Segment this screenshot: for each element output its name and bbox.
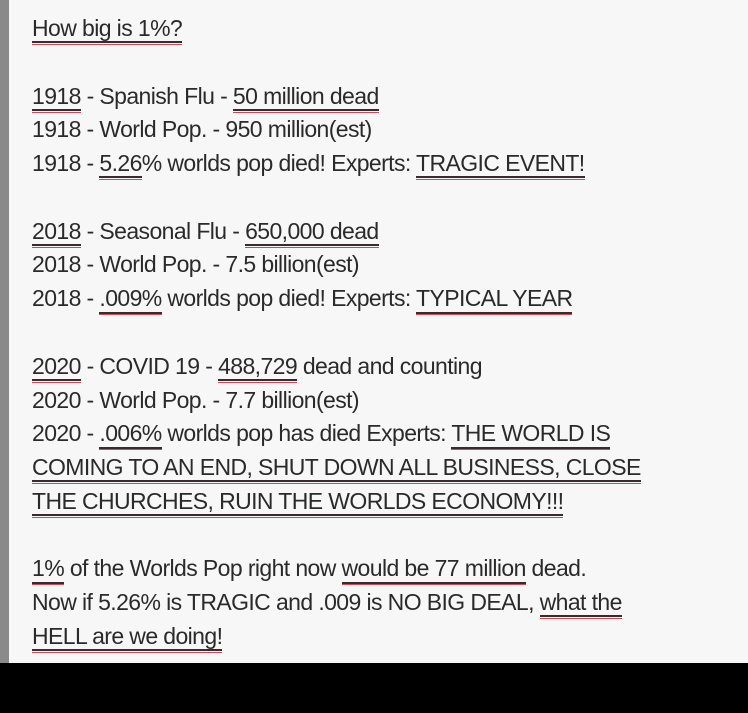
underlined-text: 650,000 dead bbox=[245, 217, 379, 250]
text-line: 2018 - World Pop. - 7.5 billion(est) bbox=[32, 248, 641, 282]
text-line: 1918 - Spanish Flu - 50 million dead bbox=[32, 80, 641, 114]
text-line: HELL are we doing! bbox=[32, 620, 641, 654]
blank-line bbox=[32, 316, 641, 350]
underlined-text: How big is 1%? bbox=[32, 15, 183, 47]
text-segment: 2020 - World Pop. - 7.7 billion(est) bbox=[32, 386, 360, 413]
underlined-text: 2018 bbox=[32, 217, 81, 250]
text-line: 2020 - World Pop. - 7.7 billion(est) bbox=[32, 384, 641, 418]
text-line: 2020 - .006% worlds pop has died Experts… bbox=[32, 417, 641, 451]
underlined-text: 488,729 bbox=[218, 352, 298, 385]
text-segment: 1918 - bbox=[32, 150, 100, 177]
text-body: How big is 1%? 1918 - Spanish Flu - 50 mi… bbox=[32, 12, 641, 653]
text-line: 1918 - World Pop. - 950 million(est) bbox=[32, 113, 641, 147]
blank-line bbox=[32, 518, 641, 552]
text-segment: - Seasonal Flu - bbox=[80, 217, 246, 244]
underlined-text: THE CHURCHES, RUIN THE WORLDS ECONOMY!!! bbox=[32, 487, 564, 520]
text-segment: % worlds pop died! Experts: bbox=[141, 150, 417, 177]
underlined-text: 2020 bbox=[32, 352, 81, 385]
text-line: Now if 5.26% is TRAGIC and .009 is NO BI… bbox=[32, 586, 641, 620]
text-segment: dead. bbox=[525, 555, 587, 582]
underlined-text: .006% bbox=[99, 420, 162, 452]
underlined-text: TYPICAL YEAR bbox=[416, 285, 573, 317]
underlined-text: .009% bbox=[99, 285, 162, 317]
underlined-text: 1918 bbox=[32, 82, 81, 115]
underlined-text: THE WORLD IS bbox=[451, 420, 611, 452]
text-segment: worlds pop has died Experts: bbox=[161, 420, 452, 447]
blank-line bbox=[32, 46, 641, 80]
left-edge-strip bbox=[0, 0, 9, 663]
text-segment: dead and counting bbox=[297, 352, 483, 379]
underlined-text: TRAGIC EVENT! bbox=[416, 150, 585, 182]
heading-line: How big is 1%? bbox=[32, 12, 641, 46]
text-segment: of the Worlds Pop right now bbox=[64, 555, 342, 582]
text-line: 2018 - .009% worlds pop died! Experts: T… bbox=[32, 282, 641, 316]
underlined-text: HELL are we doing! bbox=[32, 622, 223, 655]
underlined-text: 5.26 bbox=[99, 150, 142, 182]
text-segment: 2018 - World Pop. - 7.5 billion(est) bbox=[32, 251, 360, 278]
underlined-text: COMING TO AN END, SHUT DOWN ALL BUSINESS… bbox=[32, 453, 641, 486]
text-segment: Now if 5.26% is TRAGIC and .009 is NO BI… bbox=[32, 588, 540, 615]
blank-line bbox=[32, 181, 641, 215]
text-segment: 2018 - bbox=[32, 285, 100, 312]
underlined-text: 50 million dead bbox=[232, 82, 379, 115]
underlined-text: 1% bbox=[32, 555, 65, 587]
meme-text-image: How big is 1%? 1918 - Spanish Flu - 50 mi… bbox=[0, 0, 748, 663]
underlined-text: what the bbox=[539, 588, 622, 621]
text-line: THE CHURCHES, RUIN THE WORLDS ECONOMY!!! bbox=[32, 485, 641, 519]
underlined-text: would be 77 million bbox=[341, 555, 526, 587]
text-segment: 2020 - bbox=[32, 420, 100, 447]
text-segment: - Spanish Flu - bbox=[80, 82, 233, 109]
text-line: 2018 - Seasonal Flu - 650,000 dead bbox=[32, 215, 641, 249]
text-line: 1% of the Worlds Pop right now would be … bbox=[32, 552, 641, 586]
text-segment: - COVID 19 - bbox=[80, 352, 219, 379]
text-line: 2020 - COVID 19 - 488,729 dead and count… bbox=[32, 350, 641, 384]
text-segment: 1918 - World Pop. - 950 million(est) bbox=[32, 116, 372, 143]
text-segment: worlds pop died! Experts: bbox=[161, 285, 417, 312]
text-line: 1918 - 5.26% worlds pop died! Experts: T… bbox=[32, 147, 641, 181]
text-line: COMING TO AN END, SHUT DOWN ALL BUSINESS… bbox=[32, 451, 641, 485]
